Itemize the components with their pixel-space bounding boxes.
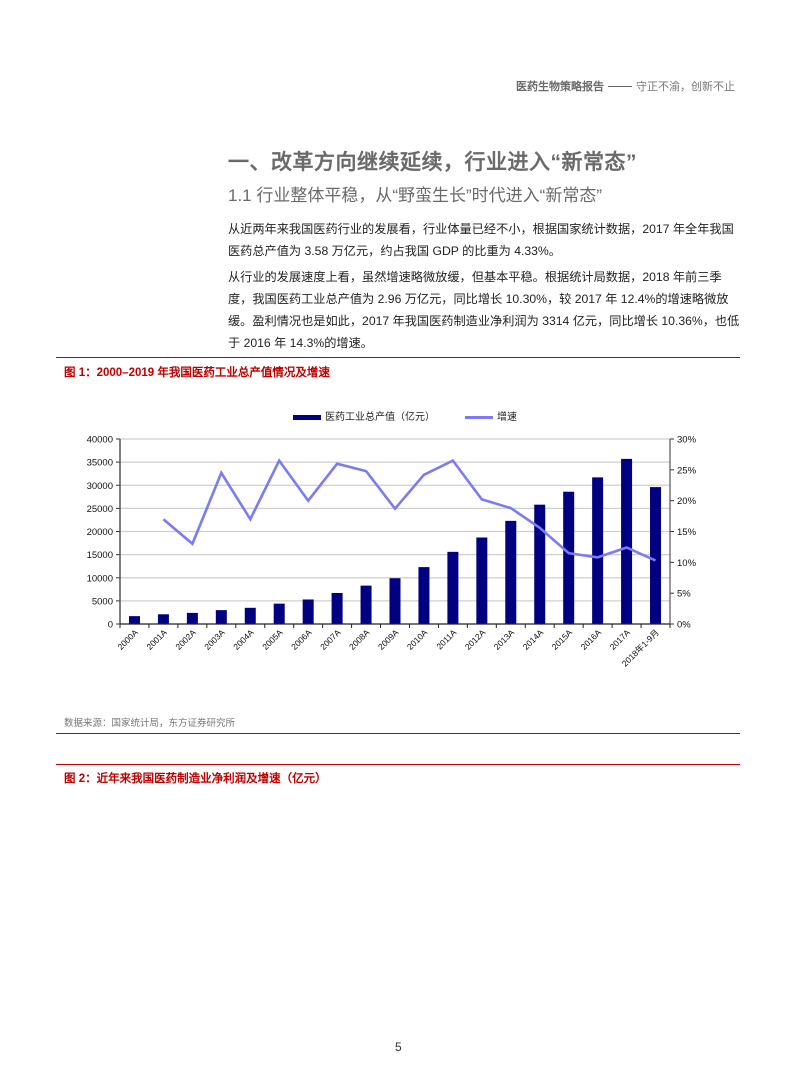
header-dash	[608, 85, 632, 87]
svg-text:10000: 10000	[87, 573, 113, 584]
figure1-caption: 图 1：2000–2019 年我国医药工业总产值情况及增速	[64, 367, 330, 379]
figure1-chart: 0 5000 10000 15000 20000 25000 30000 35000 40000…	[87, 435, 697, 669]
svg-text:20%: 20%	[677, 496, 697, 507]
svg-text:0: 0	[108, 620, 113, 631]
svg-text:5000: 5000	[92, 596, 113, 607]
svg-text:2017A: 2017A	[608, 627, 633, 652]
report-name: 医药生物策略报告	[516, 81, 604, 93]
report-header: 医药生物策略报告 守正不渝，创新不止	[516, 78, 735, 94]
figure2-caption: 图 2：近年来我国医药制造业净利润及增速（亿元）	[64, 773, 327, 785]
svg-text:5%: 5%	[677, 589, 691, 600]
svg-text:2012A: 2012A	[463, 627, 488, 652]
svg-text:0%: 0%	[677, 620, 691, 631]
figure1-source: 数据来源：国家统计局，东方证券研究所	[64, 718, 236, 729]
svg-text:2002A: 2002A	[173, 627, 198, 652]
svg-text:15%: 15%	[677, 527, 697, 538]
figure1-top-rule	[56, 357, 740, 358]
svg-text:2004A: 2004A	[231, 627, 256, 652]
svg-text:20000: 20000	[87, 527, 113, 538]
svg-text:10%: 10%	[677, 558, 697, 569]
svg-text:2010A: 2010A	[405, 627, 430, 652]
svg-text:2005A: 2005A	[260, 627, 285, 652]
legend-bar-swatch	[293, 415, 321, 420]
chart-legend: 医药工业总产值（亿元） 增速	[293, 408, 517, 423]
svg-text:2011A: 2011A	[434, 627, 458, 651]
svg-text:2001A: 2001A	[144, 627, 169, 652]
paragraph-1: 从近两年来我国医药行业的发展看，行业体量已经不小，根据国家统计数据，2017 年…	[228, 222, 734, 258]
legend-line-swatch	[465, 416, 493, 419]
svg-text:2000A: 2000A	[115, 627, 140, 652]
section-heading: 一、改革方向继续延续，行业进入“新常态”	[228, 151, 637, 174]
svg-text:30000: 30000	[87, 481, 113, 492]
svg-text:2015A: 2015A	[550, 627, 575, 652]
figure2-top-rule	[56, 764, 740, 765]
svg-text:30%: 30%	[677, 435, 697, 446]
page-number: 5	[395, 1040, 402, 1054]
svg-text:25%: 25%	[677, 465, 697, 476]
legend-bar-label: 医药工业总产值（亿元）	[325, 412, 435, 423]
svg-text:2009A: 2009A	[376, 627, 401, 652]
svg-text:2016A: 2016A	[579, 627, 604, 652]
subsection-heading: 1.1 行业整体平稳，从“野蛮生长”时代进入“新常态”	[228, 186, 602, 205]
svg-text:35000: 35000	[87, 458, 113, 469]
svg-text:2013A: 2013A	[492, 627, 517, 652]
svg-text:2003A: 2003A	[202, 627, 227, 652]
svg-text:2008A: 2008A	[347, 627, 372, 652]
svg-text:2006A: 2006A	[289, 627, 314, 652]
figure1-bottom-rule	[56, 733, 740, 734]
svg-text:2014A: 2014A	[521, 627, 546, 652]
svg-text:2007A: 2007A	[318, 627, 343, 652]
legend-line-label: 增速	[497, 412, 517, 423]
svg-text:15000: 15000	[87, 550, 113, 561]
svg-text:40000: 40000	[87, 435, 113, 446]
report-slogan: 守正不渝，创新不止	[636, 81, 735, 93]
paragraph-2: 从行业的发展速度上看，虽然增速略微放缓，但基本平稳。根据统计局数据，2018 年…	[228, 270, 740, 350]
svg-text:25000: 25000	[87, 504, 113, 515]
